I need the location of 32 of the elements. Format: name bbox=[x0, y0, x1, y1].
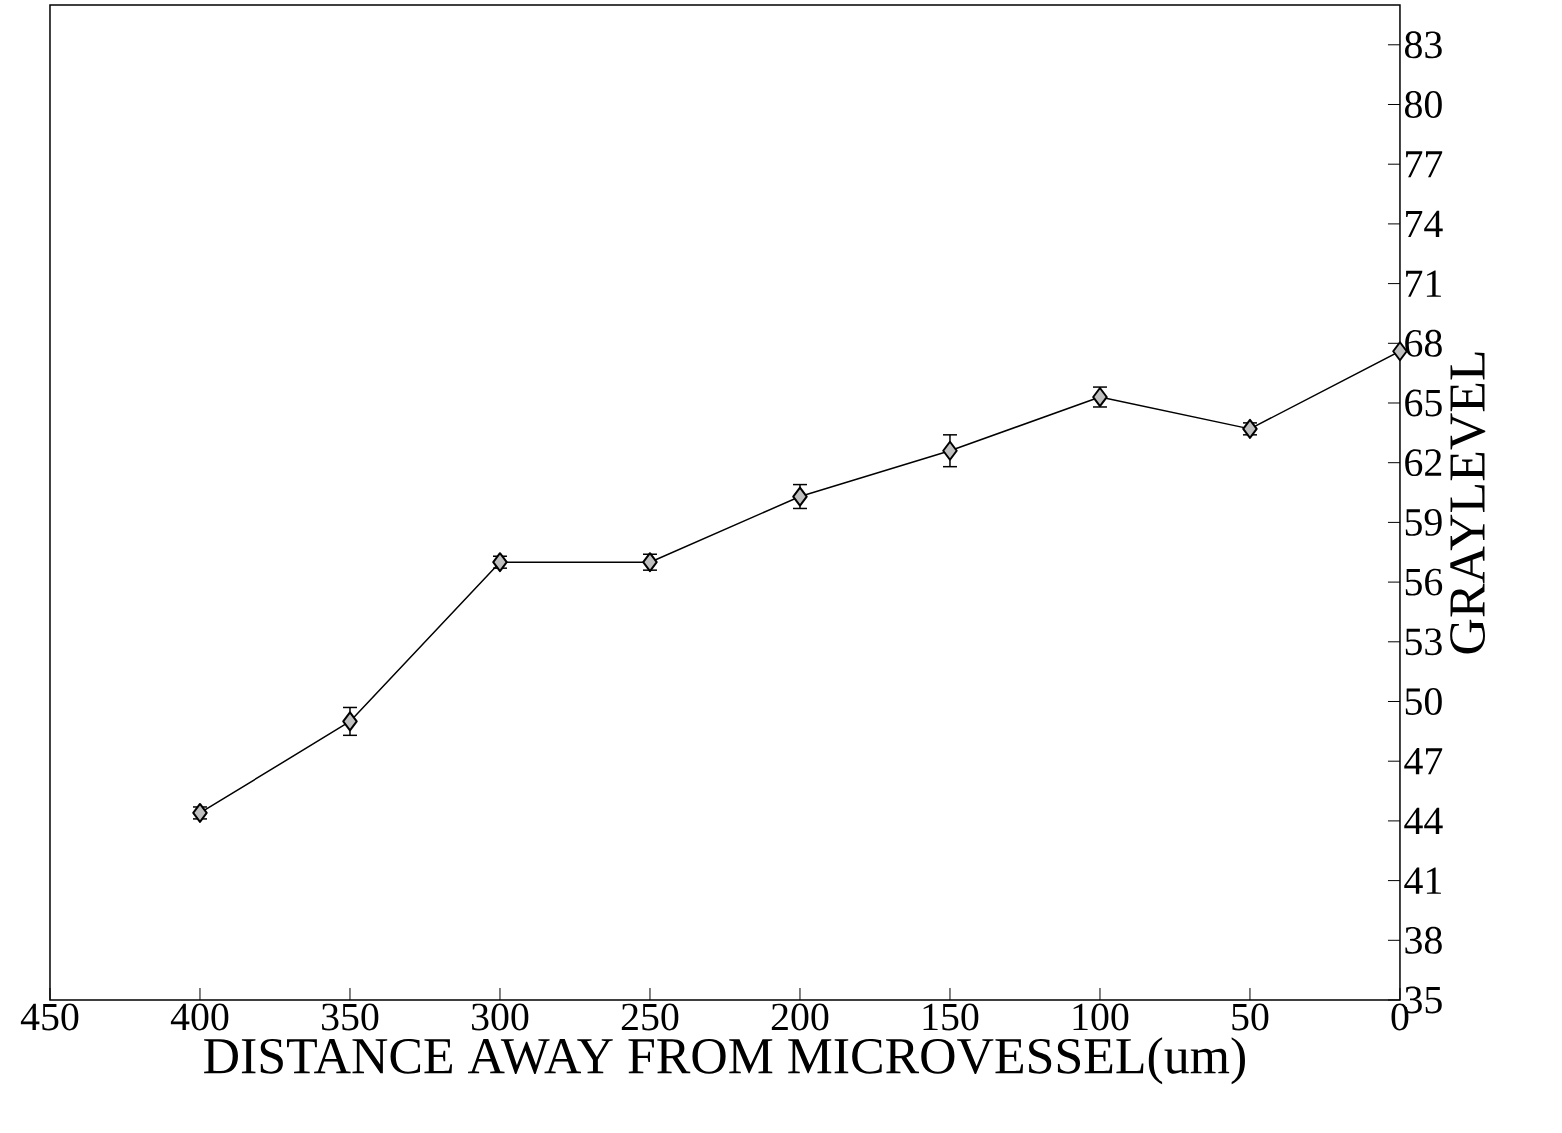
y-tick-label: 47 bbox=[1404, 748, 1443, 775]
y-tick-label: 71 bbox=[1406, 270, 1441, 297]
x-tick-label: 300 bbox=[471, 1003, 529, 1031]
x-tick-label: 100 bbox=[1073, 1003, 1129, 1031]
x-tick-label: 350 bbox=[322, 1003, 379, 1031]
x-tick-label: 50 bbox=[1232, 1003, 1269, 1031]
x-tick-label: 400 bbox=[170, 1003, 229, 1031]
point bbox=[942, 440, 958, 461]
y-tick-label: 53 bbox=[1405, 628, 1442, 656]
x-axis-title: DISTANCE AWAY FROM MICROVESSEL(um) bbox=[204, 1037, 1245, 1085]
point bbox=[342, 711, 358, 732]
y-tick-label: 41 bbox=[1404, 867, 1441, 894]
x-tick-label: 250 bbox=[621, 1003, 679, 1031]
y-tick-label: 59 bbox=[1405, 509, 1442, 536]
y-tick-label: 68 bbox=[1405, 329, 1442, 357]
y-tick-label: 56 bbox=[1405, 568, 1443, 596]
y-tick-label: 74 bbox=[1406, 210, 1443, 238]
y-tick-label: 65 bbox=[1405, 389, 1442, 417]
y-tick-label: 80 bbox=[1405, 91, 1442, 118]
y-tick-label: 83 bbox=[1405, 31, 1442, 59]
point bbox=[1242, 418, 1258, 439]
x-tick-label: 150 bbox=[923, 1003, 979, 1031]
x-tick-label: 200 bbox=[771, 1003, 829, 1031]
point bbox=[492, 552, 508, 573]
x-tick-label: 450 bbox=[20, 1003, 79, 1031]
y-tick-label: 38 bbox=[1405, 926, 1442, 954]
y-tick-label: 62 bbox=[1405, 449, 1442, 477]
point bbox=[192, 802, 208, 823]
y-tick-label: 77 bbox=[1406, 151, 1443, 178]
y-axis-title: GRAYLEVEL bbox=[1450, 352, 1486, 654]
y-tick-label: 50 bbox=[1405, 688, 1442, 715]
y-tick-label: 44 bbox=[1404, 807, 1443, 835]
